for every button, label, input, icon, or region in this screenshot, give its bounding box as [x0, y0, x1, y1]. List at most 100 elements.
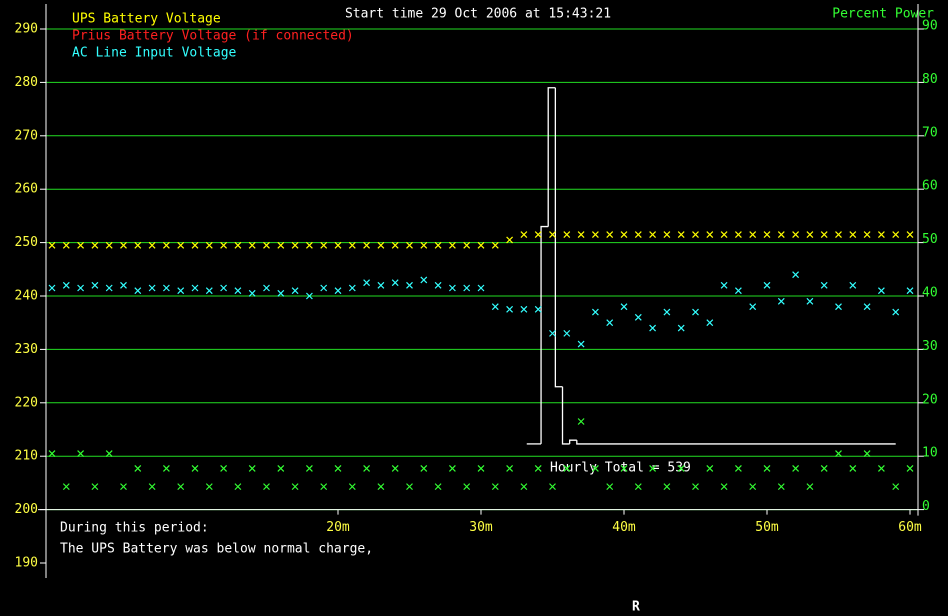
- marker: [649, 465, 657, 472]
- y2-tick-label: 10: [922, 446, 938, 461]
- marker: [506, 305, 514, 313]
- marker: [334, 287, 342, 295]
- y2-tick-label: 70: [922, 125, 938, 140]
- marker: [777, 483, 785, 491]
- marker: [606, 483, 614, 491]
- marker: [248, 289, 256, 297]
- marker: [577, 231, 585, 239]
- marker: [477, 284, 485, 292]
- marker: [263, 241, 270, 249]
- marker: [777, 297, 785, 305]
- marker: [391, 279, 399, 287]
- marker: [463, 483, 471, 491]
- marker: [792, 231, 800, 239]
- marker: [506, 465, 514, 472]
- y2-tick-label: 50: [922, 232, 938, 247]
- marker: [563, 231, 571, 239]
- marker: [348, 241, 356, 249]
- marker: [377, 281, 385, 289]
- hourly-step: [561, 386, 570, 445]
- marker: [191, 465, 199, 472]
- marker: [363, 279, 371, 287]
- hourly-step: [576, 440, 896, 445]
- marker: [420, 276, 428, 284]
- marker: [835, 303, 842, 311]
- marker: [849, 465, 857, 472]
- x-tick-label: 20m: [326, 520, 350, 535]
- marker: [563, 465, 571, 472]
- marker: [162, 284, 170, 292]
- marker: [634, 483, 642, 491]
- marker: [48, 284, 56, 292]
- y-tick-label: 260: [15, 182, 38, 197]
- x-tick-label: 30m: [469, 520, 493, 535]
- marker: [477, 241, 485, 249]
- marker: [806, 231, 814, 239]
- marker: [177, 287, 185, 295]
- marker: [120, 241, 127, 249]
- marker: [806, 483, 814, 491]
- marker: [863, 303, 871, 311]
- marker: [620, 303, 628, 311]
- marker: [205, 241, 213, 249]
- marker: [692, 231, 699, 239]
- marker: [663, 483, 671, 491]
- y-tick-label: 270: [15, 128, 38, 143]
- marker: [906, 231, 914, 239]
- marker: [348, 284, 356, 292]
- marker: [877, 231, 885, 239]
- marker: [291, 287, 299, 295]
- marker: [591, 308, 599, 316]
- y2-tick-label: 80: [922, 72, 938, 87]
- marker: [148, 483, 156, 491]
- y-tick-label: 230: [15, 342, 38, 357]
- marker: [177, 241, 185, 249]
- x-tick-label: 60m: [898, 520, 922, 535]
- marker: [563, 329, 571, 337]
- marker: [291, 483, 299, 491]
- marker: [406, 483, 413, 491]
- note: During this period:: [60, 521, 209, 536]
- marker: [248, 241, 256, 249]
- marker: [134, 465, 142, 472]
- marker: [334, 465, 342, 472]
- marker: [448, 284, 456, 292]
- marker: [320, 483, 328, 491]
- marker: [692, 308, 699, 316]
- marker: [820, 231, 828, 239]
- marker: [105, 284, 113, 292]
- y2-tick-label: 30: [922, 339, 938, 354]
- hourly-step: [569, 439, 577, 444]
- marker: [434, 241, 442, 249]
- marker: [577, 418, 585, 425]
- marker: [777, 231, 785, 239]
- marker: [205, 287, 213, 295]
- marker: [363, 465, 371, 472]
- marker: [892, 483, 900, 491]
- legend-entry: UPS Battery Voltage: [72, 12, 221, 27]
- marker: [720, 281, 728, 289]
- marker: [763, 465, 771, 472]
- marker: [420, 465, 428, 472]
- marker: [62, 281, 70, 289]
- marker: [105, 241, 113, 249]
- marker: [205, 483, 213, 491]
- marker: [220, 241, 228, 249]
- marker: [120, 281, 127, 289]
- hourly-step: [540, 225, 549, 444]
- marker: [606, 319, 614, 327]
- y-tick-label: 210: [15, 449, 38, 464]
- y2-tick-label: 40: [922, 286, 938, 301]
- y2-axis-title: Percent Power: [832, 7, 934, 22]
- marker: [420, 241, 428, 249]
- marker: [835, 231, 842, 239]
- marker: [877, 465, 885, 472]
- marker: [634, 313, 642, 321]
- marker: [720, 231, 728, 239]
- marker: [892, 231, 900, 239]
- marker: [320, 284, 328, 292]
- marker: [720, 483, 728, 491]
- marker: [606, 231, 614, 239]
